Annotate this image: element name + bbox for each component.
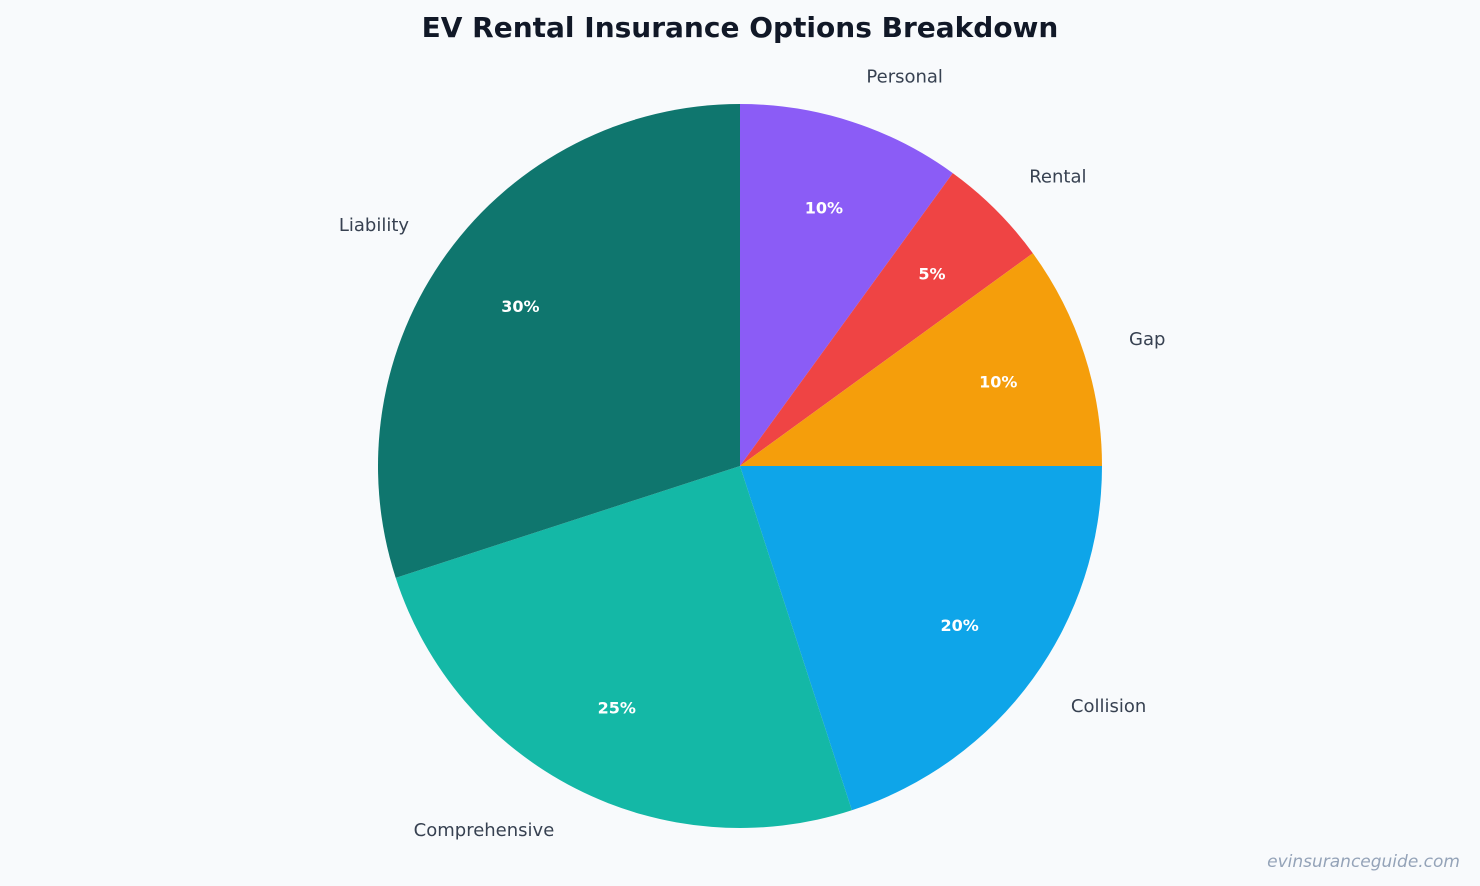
chart-title: EV Rental Insurance Options Breakdown xyxy=(422,11,1059,44)
watermark: evinsuranceguide.com xyxy=(1267,852,1460,872)
pie-slice-personal xyxy=(740,104,953,466)
percent-label-comprehensive: 25% xyxy=(598,698,636,717)
category-label-liability: Liability xyxy=(339,215,410,236)
pie-slice-liability xyxy=(378,104,740,578)
category-label-collision: Collision xyxy=(1071,696,1146,717)
percent-label-personal: 10% xyxy=(805,198,843,217)
category-label-personal: Personal xyxy=(866,66,943,87)
pie-slice-comprehensive xyxy=(395,466,852,829)
pie-slice-collision xyxy=(740,466,1102,811)
category-label-gap: Gap xyxy=(1129,329,1165,350)
percent-label-gap: 10% xyxy=(979,373,1017,392)
percent-labels: 10% 5% 10% 20% 25% 30% xyxy=(501,198,1017,717)
category-label-rental: Rental xyxy=(1029,166,1086,187)
percent-label-collision: 20% xyxy=(940,616,978,635)
category-labels: Personal Rental Gap Collision Comprehensive L… xyxy=(339,66,1166,841)
percent-label-rental: 5% xyxy=(918,265,945,284)
pie-slice-gap xyxy=(740,253,1102,466)
category-label-comprehensive: Comprehensive xyxy=(414,820,555,841)
pie-slices xyxy=(378,104,1102,829)
percent-label-liability: 30% xyxy=(501,297,539,316)
pie-slice-rental xyxy=(740,173,1033,466)
